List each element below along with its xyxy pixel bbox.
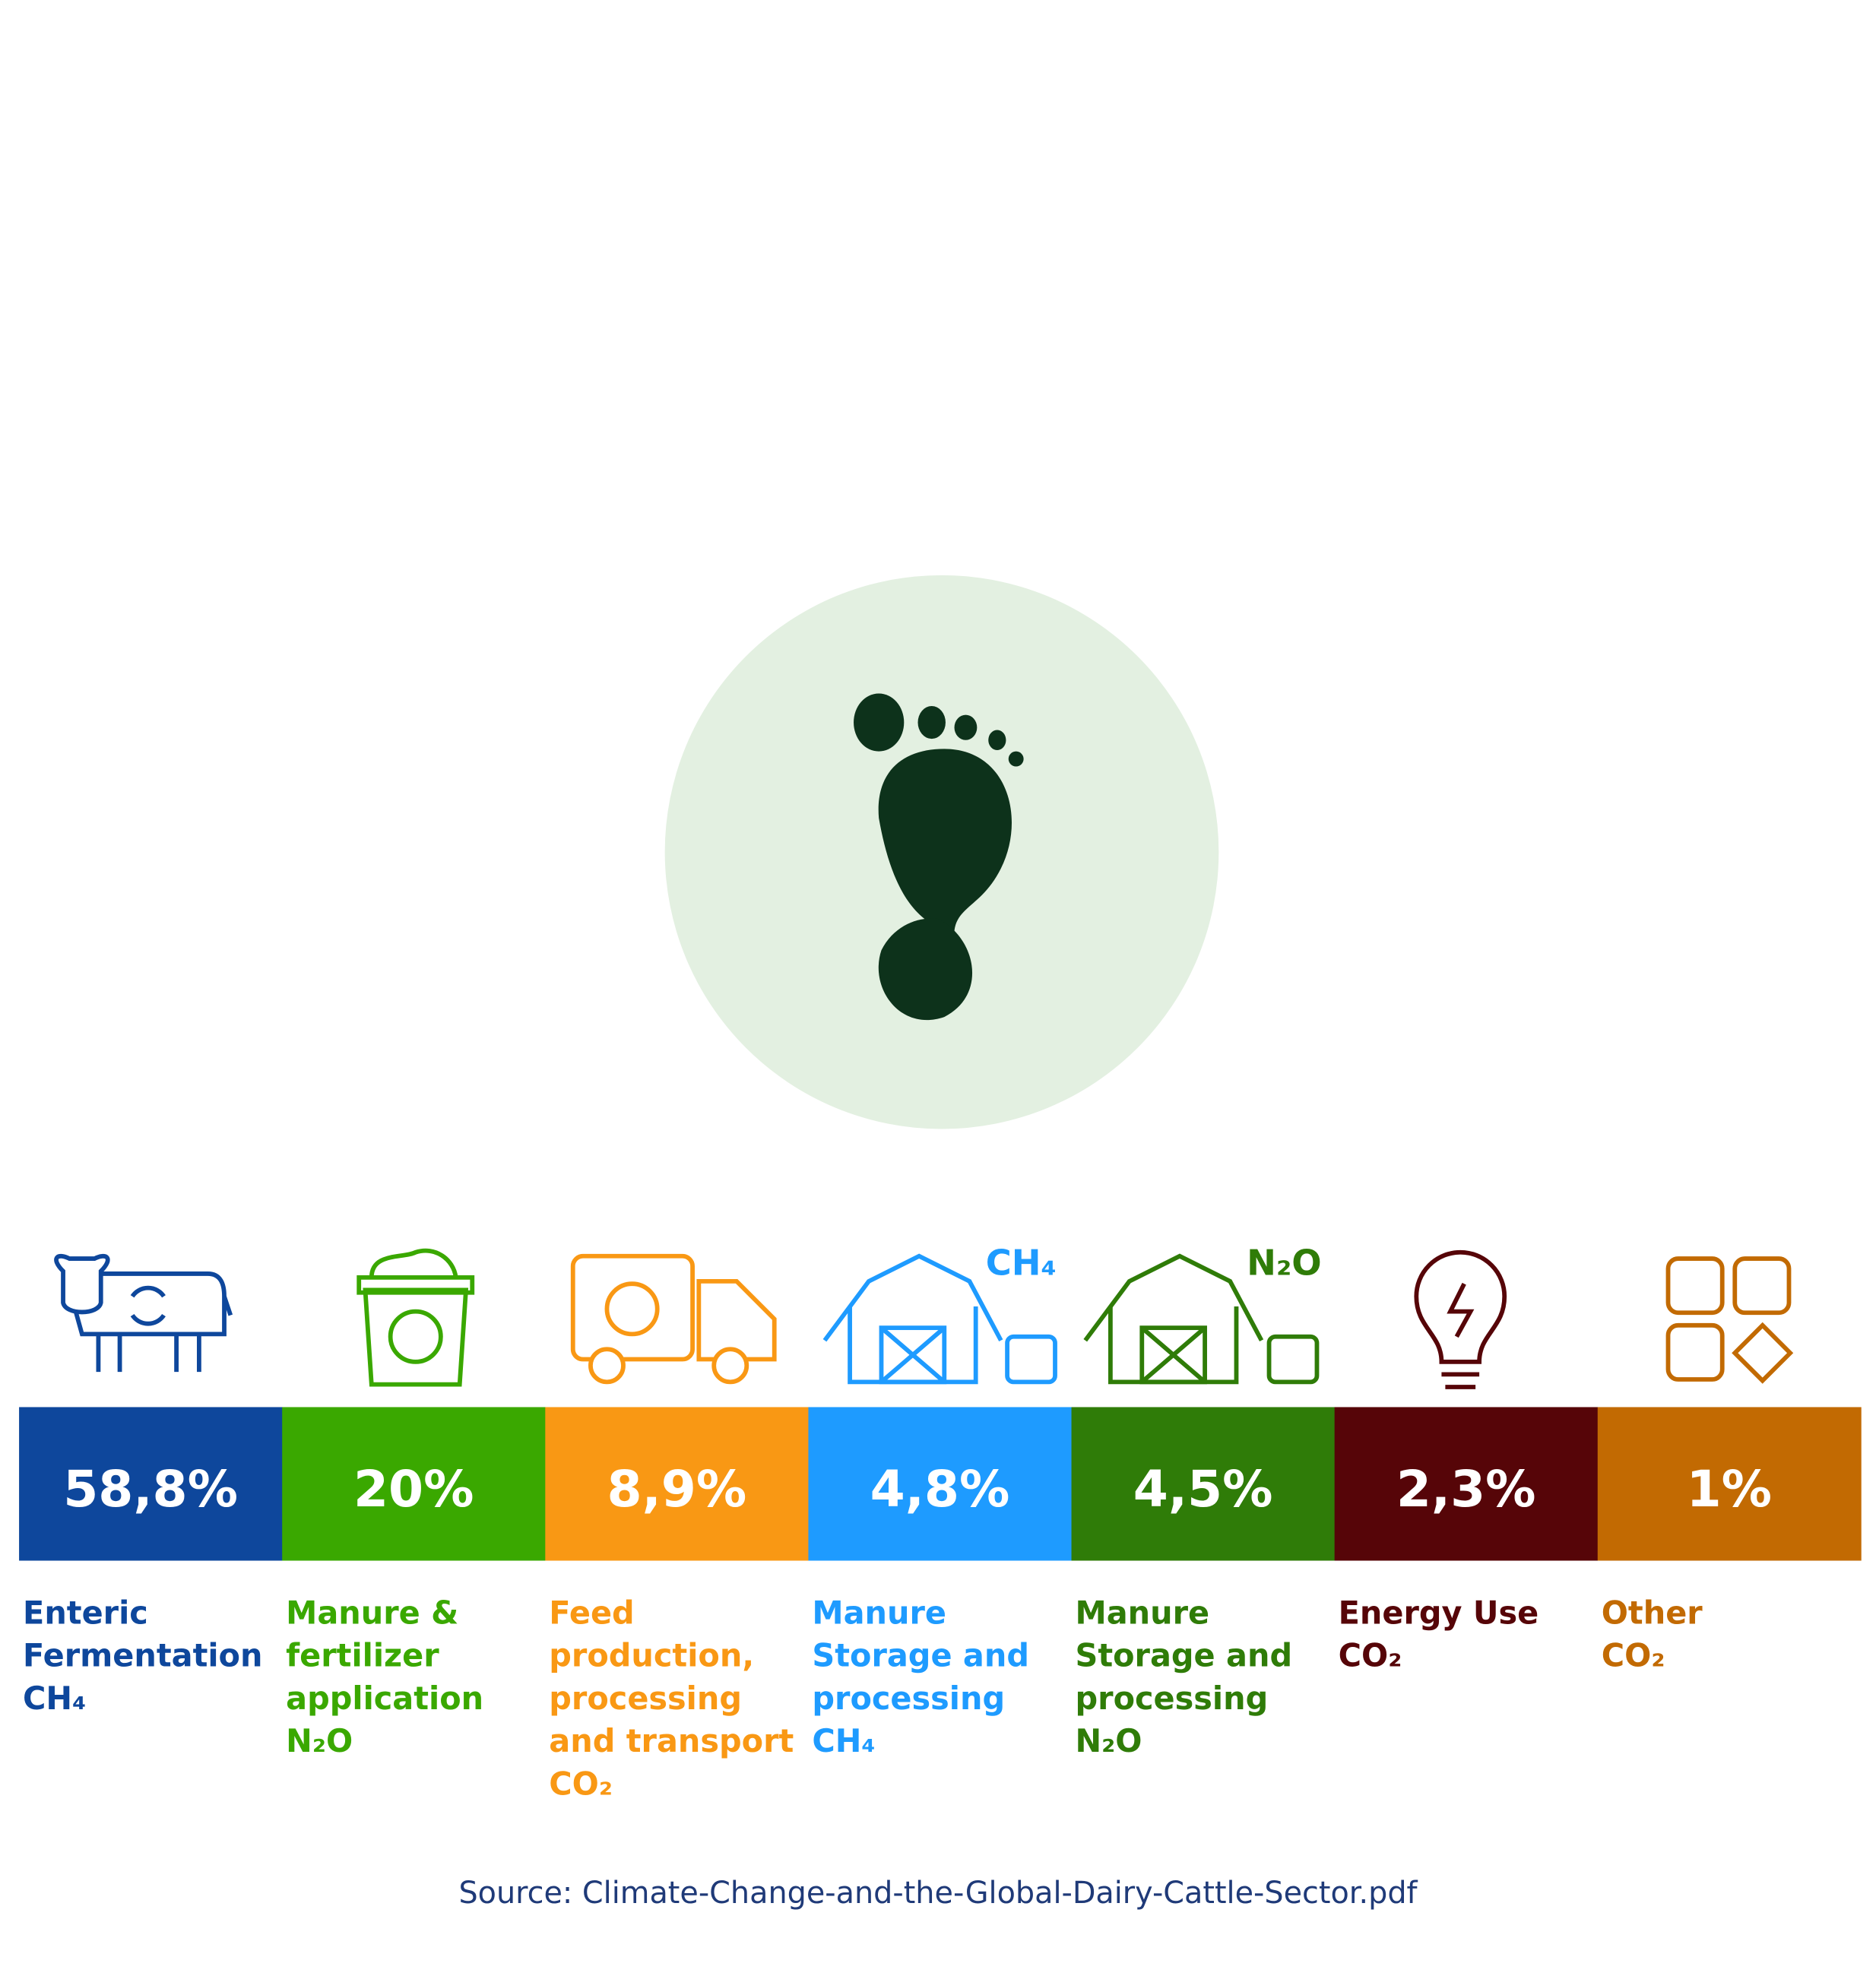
category-block: Energy Use CO₂ [1339,1592,1608,1678]
gas-label: CO₂ [549,1765,613,1803]
truck-icon [570,1253,777,1385]
category-block: Feed production, processing and transpor… [549,1592,818,1807]
footprint-icon [854,693,1024,1021]
category-label: Manure Storage and processing [812,1594,1029,1717]
value-label: 2,3% [1396,1460,1536,1518]
icon-badge: N₂O [1247,1243,1322,1284]
value-label: 1% [1687,1460,1772,1518]
bag-icon [357,1248,475,1387]
category-wrap: Other CO₂ [1602,1592,1871,1678]
legend-cell [1597,1407,1862,1561]
legend-cell [808,1407,1073,1561]
cow-icon [54,1253,233,1373]
category-block: Enteric Fermentation CH₄ [23,1592,292,1721]
blocks-icon [1665,1256,1794,1384]
barn-icon-ch4 [822,1253,1057,1385]
gas-label: N₂O [1075,1723,1142,1760]
category-label: Other [1601,1594,1703,1632]
category-wrap: Energy Use CO₂ [1339,1592,1608,1678]
icons [54,1248,1794,1389]
legend-cell [1071,1407,1336,1561]
category-block: Other CO₂ [1602,1592,1871,1678]
category-block: Manure Storage and processing N₂O [1076,1592,1345,1763]
legend-bar: 58,8% Enteric Fermentation CH₄ 20% Manure & … [19,1243,1871,1807]
value-label: 8,9% [607,1460,747,1518]
category-label: Manure & fertilizer application [286,1594,484,1717]
category-label: Feed production, processing and transpor… [549,1594,794,1760]
source: Source: Climate-Change-and-the-Global-Da… [458,1876,1418,1911]
value-label: 20% [353,1460,474,1518]
gas-label: CH₄ [23,1680,87,1717]
category-label: Manure Storage and processing [1075,1594,1293,1717]
legend-cell [1334,1407,1599,1561]
value-label: 4,5% [1133,1460,1273,1518]
category-wrap: Feed production, processing and transpor… [549,1592,818,1807]
value-label: 58,8% [63,1460,238,1518]
category-wrap: Manure & fertilizer application N₂O [286,1592,555,1763]
legend-cell [545,1407,810,1561]
gas-label: CH₄ [812,1723,876,1760]
value-label: 4,8% [870,1460,1010,1518]
category-label: Enteric Fermentation [23,1594,263,1674]
category-block: Manure Storage and processing CH₄ [812,1592,1081,1763]
barn-icon-n2o [1083,1253,1320,1385]
legend-cell [19,1407,284,1561]
category-label: Energy Use [1338,1594,1539,1632]
gas-label: N₂O [286,1723,353,1760]
gas-label: CO₂ [1338,1637,1402,1674]
category-wrap: Manure Storage and processing CH₄ [812,1592,1081,1763]
bulb-icon [1414,1249,1507,1389]
legend-cell [282,1407,547,1561]
gas-label: CO₂ [1601,1637,1665,1674]
category-wrap: Manure Storage and processing N₂O [1076,1592,1345,1763]
category-wrap: Enteric Fermentation CH₄ [23,1592,292,1721]
category-block: Manure & fertilizer application N₂O [286,1592,555,1763]
icon-badge: CH₄ [986,1243,1057,1284]
